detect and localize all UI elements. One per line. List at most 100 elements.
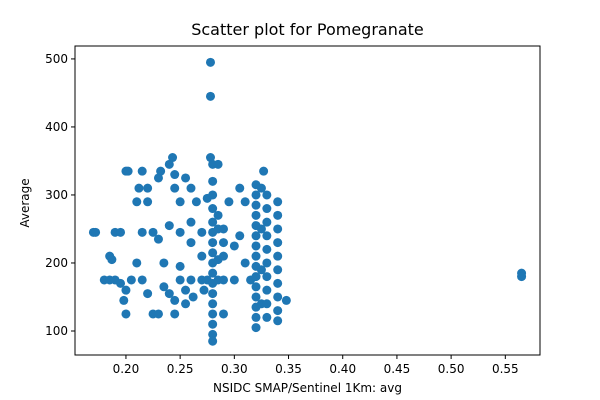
point — [208, 299, 218, 309]
point — [262, 258, 272, 268]
point — [170, 295, 180, 305]
point — [121, 285, 131, 295]
point — [208, 248, 218, 258]
point — [213, 159, 223, 169]
point — [281, 295, 291, 305]
x-tick-label: 0.25 — [167, 362, 194, 376]
point — [186, 275, 196, 285]
y-tick-label: 500 — [45, 52, 68, 66]
point — [188, 292, 198, 302]
point — [208, 268, 218, 278]
point — [251, 251, 261, 261]
point — [235, 231, 245, 241]
point — [208, 217, 218, 227]
x-tick-label: 0.40 — [329, 362, 356, 376]
point — [251, 190, 261, 200]
point — [273, 265, 283, 275]
point — [159, 282, 169, 292]
point — [164, 159, 174, 169]
point — [116, 227, 126, 237]
point — [153, 309, 163, 319]
point — [273, 224, 283, 234]
point — [143, 197, 153, 207]
point — [273, 251, 283, 261]
point — [229, 275, 239, 285]
point — [262, 190, 272, 200]
point — [240, 258, 250, 268]
point — [262, 244, 272, 254]
point — [156, 166, 166, 176]
point — [121, 309, 131, 319]
y-axis-label: Average — [18, 178, 32, 227]
point — [218, 238, 228, 248]
point — [205, 153, 215, 163]
plot-frame — [74, 45, 541, 356]
point — [159, 258, 169, 268]
point — [148, 227, 158, 237]
point — [175, 261, 185, 271]
point — [208, 289, 218, 299]
point — [262, 231, 272, 241]
point — [175, 197, 185, 207]
point — [164, 221, 174, 231]
point — [229, 241, 239, 251]
point — [251, 241, 261, 251]
point — [256, 265, 266, 275]
point — [208, 336, 218, 346]
point — [208, 238, 218, 248]
y-tick-label: 100 — [45, 324, 68, 338]
point — [119, 295, 129, 305]
point — [251, 200, 261, 210]
point — [262, 312, 272, 322]
point — [251, 231, 261, 241]
point — [186, 183, 196, 193]
point — [186, 238, 196, 248]
point — [137, 227, 147, 237]
point — [273, 210, 283, 220]
x-tick-label: 0.20 — [113, 362, 140, 376]
point — [256, 224, 266, 234]
point — [126, 275, 136, 285]
point — [273, 238, 283, 248]
point — [218, 309, 228, 319]
point — [170, 183, 180, 193]
x-tick-label: 0.30 — [221, 362, 248, 376]
point — [251, 323, 261, 333]
point — [197, 251, 207, 261]
point — [273, 278, 283, 288]
point — [262, 272, 272, 282]
point — [134, 183, 144, 193]
point — [191, 197, 201, 207]
point — [262, 299, 272, 309]
point — [251, 282, 261, 292]
point — [116, 278, 126, 288]
point — [107, 255, 117, 265]
point — [251, 210, 261, 220]
point — [143, 289, 153, 299]
point — [175, 227, 185, 237]
point — [208, 329, 218, 339]
point — [273, 306, 283, 316]
point — [273, 316, 283, 326]
point — [251, 292, 261, 302]
point — [143, 183, 153, 193]
point — [181, 299, 191, 309]
point — [153, 173, 163, 183]
point — [235, 183, 245, 193]
point — [175, 275, 185, 285]
point — [262, 285, 272, 295]
point — [170, 309, 180, 319]
point — [218, 224, 228, 234]
point — [208, 309, 218, 319]
point — [259, 166, 269, 176]
chart-title: Scatter plot for Pomegranate — [191, 20, 424, 39]
y-tick-label: 300 — [45, 188, 68, 202]
point — [262, 217, 272, 227]
point — [208, 190, 218, 200]
point — [262, 204, 272, 214]
point — [218, 251, 228, 261]
x-tick-label: 0.35 — [275, 362, 302, 376]
point — [224, 197, 234, 207]
